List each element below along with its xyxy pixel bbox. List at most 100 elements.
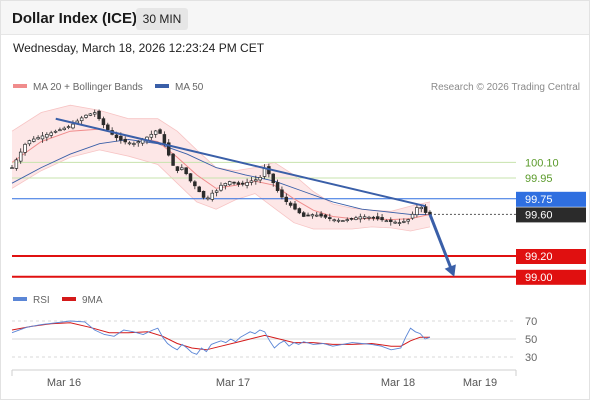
candle-body (358, 216, 363, 220)
candle-body (310, 214, 315, 217)
candle-body (419, 207, 424, 210)
candle-body (84, 114, 88, 118)
candle-body (171, 153, 175, 166)
candle-body (58, 129, 62, 132)
candle-body (254, 179, 258, 182)
candle-body (66, 126, 71, 128)
candle-body (258, 177, 262, 181)
candle-body (393, 221, 397, 224)
chart-datetime: Wednesday, March 18, 2026 12:23:24 PM CE… (13, 41, 265, 55)
candle-body (371, 216, 376, 219)
candle-body (162, 134, 167, 144)
candle-body (345, 219, 349, 221)
candle-body (92, 112, 97, 115)
level-99-20-label: 99.20 (525, 251, 553, 263)
candle-body (49, 132, 53, 136)
candle-body (79, 117, 84, 122)
candle-body (236, 182, 241, 185)
candle-body (375, 216, 380, 220)
candle-body (184, 167, 188, 175)
rsi-tick-50: 50 (525, 334, 537, 346)
rsi-legend-label: RSI (33, 295, 50, 306)
candle-body (123, 138, 127, 143)
candle-body (106, 124, 110, 131)
candle-body (175, 166, 180, 171)
candle-body (384, 220, 389, 223)
level-99-00-tag (516, 269, 586, 285)
candle-body (18, 151, 23, 162)
candle-body (136, 141, 141, 144)
x-tick-mar-19: Mar 19 (463, 377, 497, 389)
forecast-arrow-head (444, 264, 456, 277)
candle-body (301, 212, 306, 217)
forecast-arrow-shaft (428, 213, 455, 274)
level-99-75-label: 99.75 (525, 194, 553, 206)
rsi-ma-line (11, 322, 430, 351)
candle-body (323, 214, 328, 218)
candle-body (71, 123, 75, 129)
candle-body (62, 127, 66, 130)
candle-body (275, 182, 280, 192)
chart-header: Dollar Index (ICE) 30 MIN (1, 1, 589, 35)
candle-body (193, 181, 197, 187)
candle-body (240, 182, 245, 185)
candle-body (97, 110, 101, 120)
candle-body (297, 208, 302, 214)
candle-body (367, 216, 371, 219)
timeframe-button[interactable]: 30 MIN (136, 8, 188, 30)
candle-body (219, 184, 223, 191)
candle-body (223, 183, 228, 187)
candle-body (284, 196, 289, 203)
rsi-legend-swatch (13, 297, 27, 301)
candle-body (40, 135, 45, 140)
candle-body (380, 217, 384, 221)
candle-body (306, 214, 310, 217)
candle-body (423, 206, 428, 213)
rsi-line (11, 320, 431, 355)
candle-body (166, 142, 171, 156)
trend-line (55, 117, 426, 208)
rsi-panel: 30 50 70 (11, 316, 537, 364)
time-axis: Mar 16 Mar 17 Mar 18 Mar 19 (11, 369, 517, 389)
candle-body (127, 142, 132, 145)
x-tick-mar-17: Mar 17 (216, 377, 250, 389)
candle-body (119, 135, 123, 141)
candle-body (336, 219, 341, 222)
candle-body (27, 140, 32, 145)
candle-body (315, 214, 319, 217)
level-99-00-label: 99.00 (525, 272, 553, 284)
rsi-tick-70: 70 (525, 316, 537, 328)
level-99-20-tag (516, 249, 586, 264)
ma20-legend-swatch (13, 84, 27, 88)
candle-body (349, 218, 354, 220)
candle-body (158, 129, 162, 134)
candle-body (402, 221, 406, 223)
candle-body (23, 143, 27, 153)
price-panel: 100.10 99.95 99.75 99.60 99.20 99.00 (10, 104, 586, 285)
bollinger-lower (11, 149, 431, 232)
candle-body (114, 134, 119, 139)
candle-body (354, 217, 358, 220)
level-100-10-label: 100.10 (525, 157, 559, 169)
candle-body (88, 113, 93, 116)
candle-body (45, 134, 49, 138)
level-99-60-label: 99.60 (525, 209, 553, 221)
candle-body (53, 130, 58, 133)
candle-body (232, 181, 236, 184)
candle-body (319, 213, 323, 217)
candle-body (332, 219, 336, 222)
candle-body (280, 189, 284, 198)
candle-body (149, 133, 154, 138)
x-tick-mar-16: Mar 16 (47, 377, 81, 389)
candle-body (101, 118, 106, 126)
level-99-60-tag (516, 207, 586, 223)
candle-body (32, 138, 36, 142)
candle-body (10, 167, 14, 169)
ma20-legend-label: MA 20 + Bollinger Bands (33, 82, 143, 93)
x-tick-mar-18: Mar 18 (381, 377, 415, 389)
candle-body (288, 202, 293, 206)
candle-body (249, 180, 254, 183)
level-99-75-tag (516, 191, 586, 207)
candle-body (188, 173, 193, 182)
candle-body (245, 182, 249, 186)
